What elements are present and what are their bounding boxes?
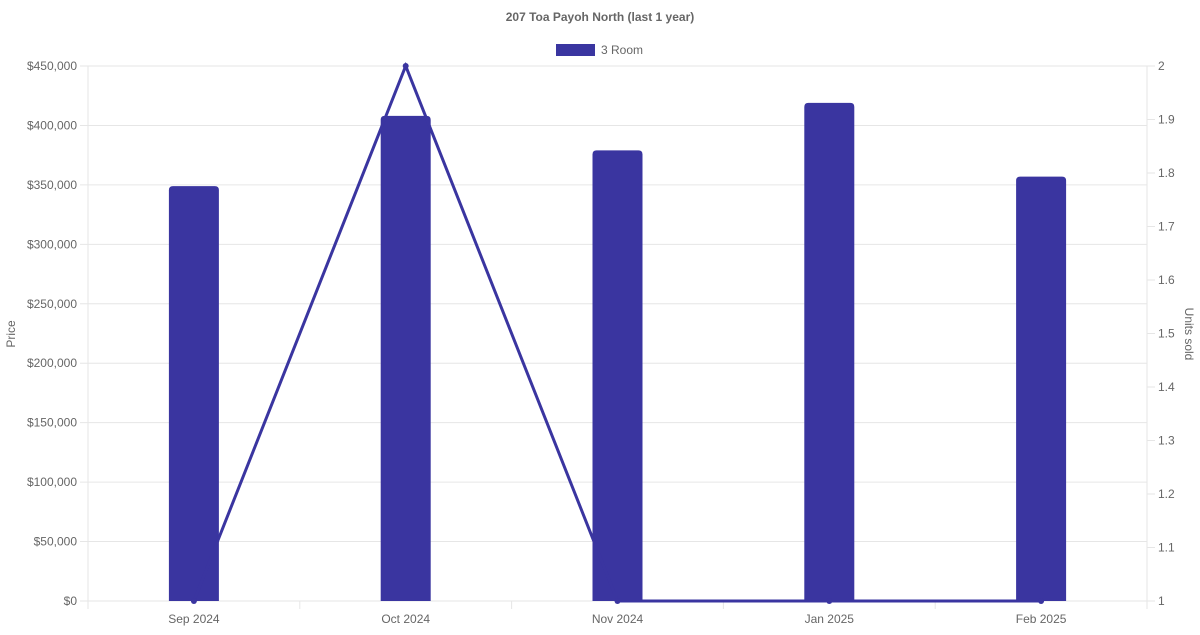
x-tick-label: Oct 2024 xyxy=(381,612,430,626)
line-series xyxy=(190,61,1045,604)
x-axis: Sep 2024 Oct 2024 Nov 2024 Jan 2025 Feb 2025 xyxy=(168,612,1067,626)
y-tick-label: $0 xyxy=(64,594,78,608)
x-tick-label: Jan 2025 xyxy=(805,612,855,626)
line-point[interactable] xyxy=(402,63,409,69)
y-tick-label: $450,000 xyxy=(27,59,77,73)
y2-tick-label: 1.4 xyxy=(1158,380,1175,394)
y-tick-label: $200,000 xyxy=(27,356,77,370)
legend-label-3-room: 3 Room xyxy=(601,43,643,57)
y2-tick-label: 1.3 xyxy=(1158,434,1175,448)
line-point[interactable] xyxy=(1038,598,1045,604)
x-tick-label: Sep 2024 xyxy=(168,612,220,626)
y-axis-right: 1 1.1 1.2 1.3 1.4 1.5 1.6 1.7 1.8 1.9 2 xyxy=(1158,59,1175,608)
y-tick-label: $100,000 xyxy=(27,475,77,489)
line-point[interactable] xyxy=(826,598,833,604)
line-point[interactable] xyxy=(614,598,621,604)
y-tick-label: $150,000 xyxy=(27,416,77,430)
bar-series xyxy=(168,102,1067,602)
legend-swatch-3-room xyxy=(556,44,595,56)
y2-tick-label: 2 xyxy=(1158,59,1165,73)
y2-axis-title: Units sold xyxy=(1182,308,1196,361)
y2-tick-label: 1.7 xyxy=(1158,220,1175,234)
y2-tick-label: 1 xyxy=(1158,594,1165,608)
x-tick-label: Feb 2025 xyxy=(1016,612,1067,626)
bar[interactable] xyxy=(1016,176,1067,602)
y2-tick-label: 1.2 xyxy=(1158,487,1175,501)
bar[interactable] xyxy=(804,102,855,601)
bar[interactable] xyxy=(168,186,219,602)
y2-tick-label: 1.5 xyxy=(1158,327,1175,341)
chart-title: 207 Toa Payoh North (last 1 year) xyxy=(506,10,695,24)
y-tick-label: $250,000 xyxy=(27,297,77,311)
y2-tick-label: 1.8 xyxy=(1158,166,1175,180)
y-tick-label: $400,000 xyxy=(27,118,77,132)
y-tick-label: $350,000 xyxy=(27,178,77,192)
y-tick-label: $50,000 xyxy=(34,535,78,549)
legend[interactable]: 3 Room xyxy=(556,43,643,57)
y2-tick-label: 1.1 xyxy=(1158,541,1175,555)
bar[interactable] xyxy=(592,150,643,601)
bar[interactable] xyxy=(380,115,431,601)
x-tick-label: Nov 2024 xyxy=(592,612,644,626)
y2-tick-label: 1.6 xyxy=(1158,273,1175,287)
y-axis-left: $0 $50,000 $100,000 $150,000 $200,000 $250,00… xyxy=(27,59,77,608)
y2-tick-label: 1.9 xyxy=(1158,113,1175,127)
line-point[interactable] xyxy=(190,598,197,604)
y-tick-label: $300,000 xyxy=(27,237,77,251)
y-axis-title: Price xyxy=(4,320,18,348)
